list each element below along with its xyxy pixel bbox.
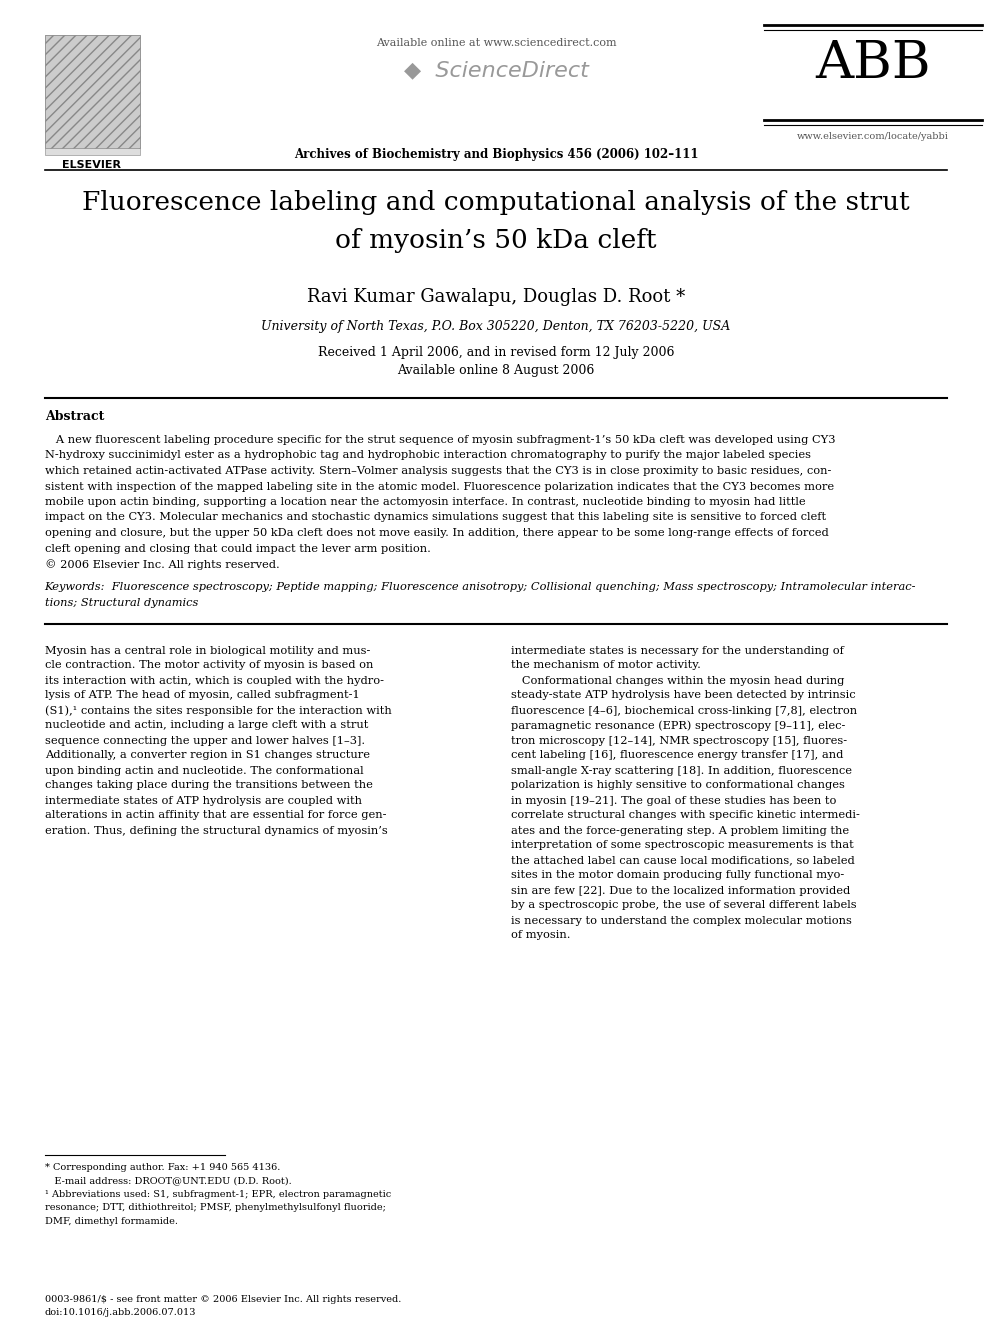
Text: upon binding actin and nucleotide. The conformational: upon binding actin and nucleotide. The c… — [45, 766, 363, 775]
Text: which retained actin-activated ATPase activity. Stern–Volmer analysis suggests t: which retained actin-activated ATPase ac… — [45, 466, 831, 476]
Text: steady-state ATP hydrolysis have been detected by intrinsic: steady-state ATP hydrolysis have been de… — [511, 691, 855, 700]
Text: sin are few [22]. Due to the localized information provided: sin are few [22]. Due to the localized i… — [511, 885, 850, 896]
Text: A new fluorescent labeling procedure specific for the strut sequence of myosin s: A new fluorescent labeling procedure spe… — [45, 435, 835, 445]
Text: Myosin has a central role in biological motility and mus-: Myosin has a central role in biological … — [45, 646, 370, 655]
Text: 0003-9861/$ - see front matter © 2006 Elsevier Inc. All rights reserved.: 0003-9861/$ - see front matter © 2006 El… — [45, 1295, 401, 1304]
Text: intermediate states is necessary for the understanding of: intermediate states is necessary for the… — [511, 646, 844, 655]
Text: intermediate states of ATP hydrolysis are coupled with: intermediate states of ATP hydrolysis ar… — [45, 795, 362, 806]
Text: E-mail address: DROOT@UNT.EDU (D.D. Root).: E-mail address: DROOT@UNT.EDU (D.D. Root… — [45, 1176, 292, 1185]
Text: Available online 8 August 2006: Available online 8 August 2006 — [398, 364, 594, 377]
Text: cleft opening and closing that could impact the lever arm position.: cleft opening and closing that could imp… — [45, 544, 431, 553]
Text: is necessary to understand the complex molecular motions: is necessary to understand the complex m… — [511, 916, 852, 926]
Text: the attached label can cause local modifications, so labeled: the attached label can cause local modif… — [511, 856, 855, 865]
Text: University of North Texas, P.O. Box 305220, Denton, TX 76203-5220, USA: University of North Texas, P.O. Box 3052… — [261, 320, 731, 333]
Text: changes taking place during the transitions between the: changes taking place during the transiti… — [45, 781, 373, 791]
Text: ELSEVIER: ELSEVIER — [62, 160, 121, 169]
Text: www.elsevier.com/locate/yabbi: www.elsevier.com/locate/yabbi — [797, 132, 949, 142]
Text: paramagnetic resonance (EPR) spectroscopy [9–11], elec-: paramagnetic resonance (EPR) spectroscop… — [511, 721, 845, 732]
Text: sistent with inspection of the mapped labeling site in the atomic model. Fluores: sistent with inspection of the mapped la… — [45, 482, 833, 492]
Text: lysis of ATP. The head of myosin, called subfragment-1: lysis of ATP. The head of myosin, called… — [45, 691, 359, 700]
Text: fluorescence [4–6], biochemical cross-linking [7,8], electron: fluorescence [4–6], biochemical cross-li… — [511, 705, 857, 716]
Text: tions; Structural dynamics: tions; Structural dynamics — [45, 598, 198, 609]
Text: sites in the motor domain producing fully functional myo-: sites in the motor domain producing full… — [511, 871, 844, 881]
Text: N-hydroxy succinimidyl ester as a hydrophobic tag and hydrophobic interaction ch: N-hydroxy succinimidyl ester as a hydrop… — [45, 451, 810, 460]
Text: DMF, dimethyl formamide.: DMF, dimethyl formamide. — [45, 1217, 178, 1226]
Text: eration. Thus, defining the structural dynamics of myosin’s: eration. Thus, defining the structural d… — [45, 826, 388, 836]
Text: doi:10.1016/j.abb.2006.07.013: doi:10.1016/j.abb.2006.07.013 — [45, 1308, 196, 1316]
Text: nucleotide and actin, including a large cleft with a strut: nucleotide and actin, including a large … — [45, 721, 368, 730]
Text: Keywords:  Fluorescence spectroscopy; Peptide mapping; Fluorescence anisotropy; : Keywords: Fluorescence spectroscopy; Pep… — [45, 582, 917, 593]
Text: cle contraction. The motor activity of myosin is based on: cle contraction. The motor activity of m… — [45, 660, 373, 671]
Text: cent labeling [16], fluorescence energy transfer [17], and: cent labeling [16], fluorescence energy … — [511, 750, 843, 761]
Text: of myosin.: of myosin. — [511, 930, 570, 941]
Text: its interaction with actin, which is coupled with the hydro-: its interaction with actin, which is cou… — [45, 676, 384, 685]
Text: sequence connecting the upper and lower halves [1–3].: sequence connecting the upper and lower … — [45, 736, 365, 745]
Text: Ravi Kumar Gawalapu, Douglas D. Root *: Ravi Kumar Gawalapu, Douglas D. Root * — [307, 288, 685, 306]
Text: Available online at www.sciencedirect.com: Available online at www.sciencedirect.co… — [376, 38, 616, 48]
Bar — [45, 34, 140, 148]
Text: by a spectroscopic probe, the use of several different labels: by a spectroscopic probe, the use of sev… — [511, 901, 856, 910]
Text: in myosin [19–21]. The goal of these studies has been to: in myosin [19–21]. The goal of these stu… — [511, 795, 836, 806]
Text: (S1),¹ contains the sites responsible for the interaction with: (S1),¹ contains the sites responsible fo… — [45, 705, 392, 716]
Text: the mechanism of motor activity.: the mechanism of motor activity. — [511, 660, 700, 671]
Text: Archives of Biochemistry and Biophysics 456 (2006) 102–111: Archives of Biochemistry and Biophysics … — [294, 148, 698, 161]
Text: resonance; DTT, dithiothreitol; PMSF, phenylmethylsulfonyl fluoride;: resonance; DTT, dithiothreitol; PMSF, ph… — [45, 1204, 386, 1212]
Text: Additionally, a converter region in S1 changes structure: Additionally, a converter region in S1 c… — [45, 750, 370, 761]
Text: polarization is highly sensitive to conformational changes: polarization is highly sensitive to conf… — [511, 781, 845, 791]
Text: © 2006 Elsevier Inc. All rights reserved.: © 2006 Elsevier Inc. All rights reserved… — [45, 560, 280, 570]
Text: interpretation of some spectroscopic measurements is that: interpretation of some spectroscopic mea… — [511, 840, 854, 851]
Text: mobile upon actin binding, supporting a location near the actomyosin interface. : mobile upon actin binding, supporting a … — [45, 497, 806, 507]
Text: Received 1 April 2006, and in revised form 12 July 2006: Received 1 April 2006, and in revised fo… — [317, 347, 675, 359]
Text: tron microscopy [12–14], NMR spectroscopy [15], fluores-: tron microscopy [12–14], NMR spectroscop… — [511, 736, 847, 745]
Text: opening and closure, but the upper 50 kDa cleft does not move easily. In additio: opening and closure, but the upper 50 kD… — [45, 528, 828, 538]
Text: impact on the CY3. Molecular mechanics and stochastic dynamics simulations sugge: impact on the CY3. Molecular mechanics a… — [45, 512, 825, 523]
Text: Abstract: Abstract — [45, 410, 104, 423]
Text: of myosin’s 50 kDa cleft: of myosin’s 50 kDa cleft — [335, 228, 657, 253]
Bar — [45, 34, 140, 155]
Text: small-angle X-ray scattering [18]. In addition, fluorescence: small-angle X-ray scattering [18]. In ad… — [511, 766, 852, 775]
Text: ates and the force-generating step. A problem limiting the: ates and the force-generating step. A pr… — [511, 826, 849, 836]
Text: ¹ Abbreviations used: S1, subfragment-1; EPR, electron paramagnetic: ¹ Abbreviations used: S1, subfragment-1;… — [45, 1189, 391, 1199]
Text: ◆  ScienceDirect: ◆ ScienceDirect — [404, 60, 588, 79]
Text: Fluorescence labeling and computational analysis of the strut: Fluorescence labeling and computational … — [82, 191, 910, 216]
Text: ABB: ABB — [815, 38, 930, 89]
Text: * Corresponding author. Fax: +1 940 565 4136.: * Corresponding author. Fax: +1 940 565 … — [45, 1163, 280, 1172]
Text: alterations in actin affinity that are essential for force gen-: alterations in actin affinity that are e… — [45, 811, 386, 820]
Text: Conformational changes within the myosin head during: Conformational changes within the myosin… — [511, 676, 844, 685]
Text: correlate structural changes with specific kinetic intermedi-: correlate structural changes with specif… — [511, 811, 860, 820]
